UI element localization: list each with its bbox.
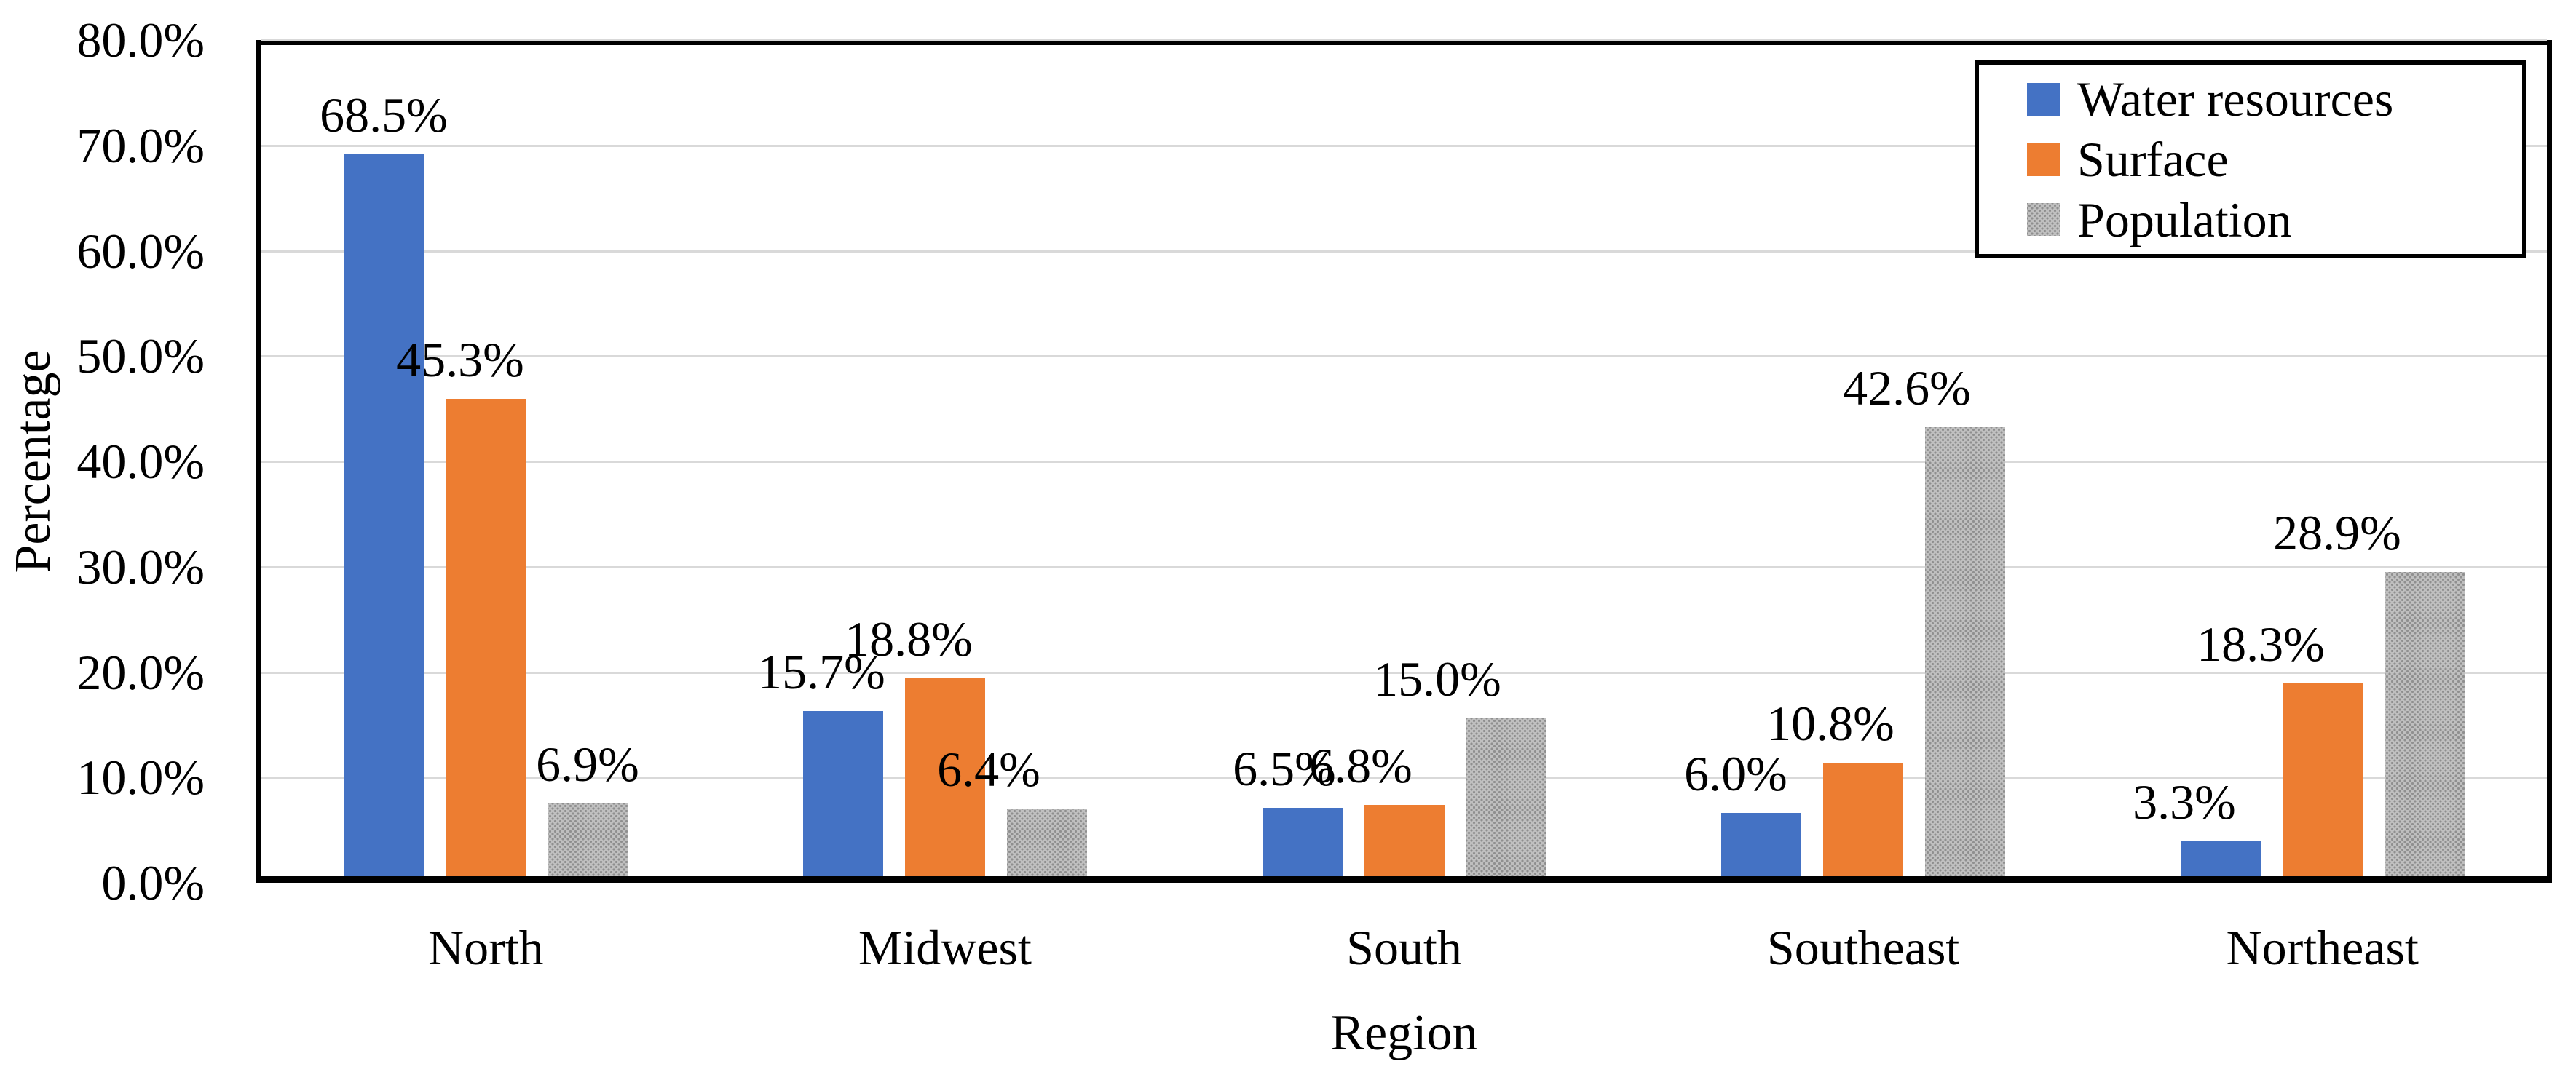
gridline xyxy=(261,777,2547,779)
data-label: 42.6% xyxy=(1843,360,1971,416)
y-tick-label: 40.0% xyxy=(76,434,205,489)
x-tick-label-midwest: Midwest xyxy=(858,920,1032,975)
gridline xyxy=(261,144,2547,147)
data-label: 6.9% xyxy=(536,736,639,792)
legend-swatch-icon xyxy=(2027,203,2060,237)
x-tick-label-south: South xyxy=(1346,920,1462,975)
legend-swatch-icon xyxy=(2027,82,2060,116)
legend: Water resources Surface Population xyxy=(1975,60,2526,258)
data-label: 10.8% xyxy=(1766,696,1895,751)
bar-surface-northeast xyxy=(2283,683,2363,876)
gridline xyxy=(261,565,2547,568)
legend-item-water-resources: Water resources xyxy=(2027,69,2522,130)
gridline xyxy=(261,461,2547,463)
data-label: 6.5% xyxy=(1233,741,1336,796)
data-label: 15.0% xyxy=(1373,651,1501,707)
legend-item-population: Population xyxy=(2027,189,2522,250)
y-tick-label: 50.0% xyxy=(76,328,205,384)
x-tick-label-southeast: Southeast xyxy=(1766,920,1960,975)
legend-label: Water resources xyxy=(2077,71,2394,127)
legend-label: Population xyxy=(2077,191,2292,247)
bar-population-northeast xyxy=(2385,572,2465,876)
data-label: 6.0% xyxy=(1684,746,1787,801)
data-label: 68.5% xyxy=(320,87,448,143)
data-label: 45.3% xyxy=(396,332,524,387)
bar-population-southeast xyxy=(1925,427,2005,876)
gridline xyxy=(261,39,2547,41)
data-label: 28.9% xyxy=(2273,505,2401,560)
bar-surface-midwest xyxy=(905,678,985,876)
data-label: 15.7% xyxy=(757,644,885,699)
x-tick-label-northeast: Northeast xyxy=(2226,920,2419,975)
x-axis-title: Region xyxy=(1330,1005,1478,1061)
data-label: 3.3% xyxy=(2133,774,2236,830)
bar-water-resources-northeast xyxy=(2181,841,2261,876)
y-tick-label: 70.0% xyxy=(76,117,205,173)
y-tick-label: 0.0% xyxy=(101,855,205,910)
bar-water-resources-south xyxy=(1263,808,1343,876)
bar-water-resources-north xyxy=(344,154,424,876)
data-label: 18.3% xyxy=(2197,616,2325,672)
legend-swatch-icon xyxy=(2027,143,2060,176)
y-tick-label: 80.0% xyxy=(76,12,205,68)
data-label: 6.4% xyxy=(937,742,1040,797)
data-label: 6.8% xyxy=(1309,738,1413,793)
gridline xyxy=(261,671,2547,674)
bar-water-resources-southeast xyxy=(1721,813,1801,876)
gridline xyxy=(261,355,2547,358)
x-tick-label-north: North xyxy=(427,920,544,975)
bar-surface-north xyxy=(446,399,526,876)
legend-item-surface: Surface xyxy=(2027,130,2522,190)
data-label: 18.8% xyxy=(845,611,973,667)
y-tick-label: 20.0% xyxy=(76,644,205,700)
legend-label: Surface xyxy=(2077,132,2229,187)
bar-surface-south xyxy=(1364,805,1445,876)
bar-population-south xyxy=(1466,718,1546,876)
bar-population-midwest xyxy=(1007,809,1087,876)
bar-water-resources-midwest xyxy=(803,711,883,876)
y-tick-label: 30.0% xyxy=(76,539,205,595)
y-tick-label: 60.0% xyxy=(76,223,205,279)
bar-population-north xyxy=(548,803,628,876)
bar-surface-southeast xyxy=(1823,763,1903,876)
y-tick-label: 10.0% xyxy=(76,750,205,806)
gridline xyxy=(261,250,2547,253)
